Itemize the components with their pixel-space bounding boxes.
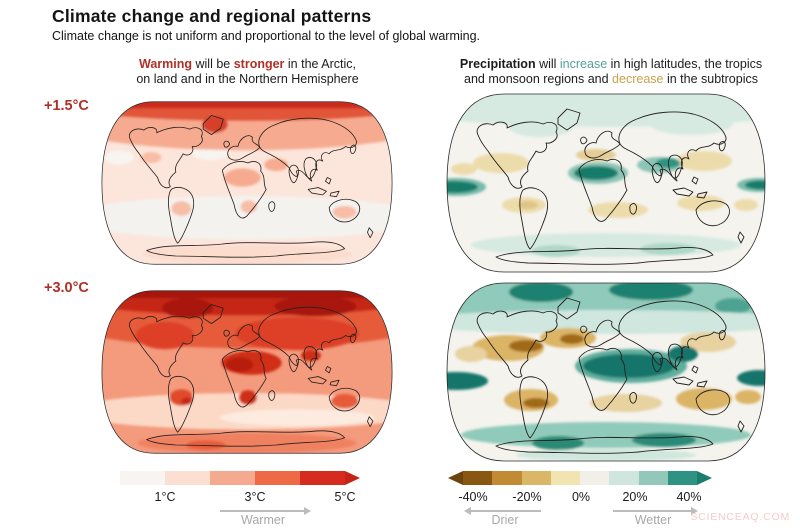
warming-panel-title-line2: on land and in the Northern Hemisphere <box>136 71 359 86</box>
scenario-label-3p0: +3.0°C <box>44 280 89 296</box>
precipitation-map-plus-3-0c <box>446 282 766 462</box>
precipitation-colorbar-left-arrow-icon <box>448 471 463 485</box>
page-title: Climate change and regional patterns <box>52 6 372 26</box>
precipitation-text-2: in high latitudes, the tropics <box>607 57 763 71</box>
watermark: SCIENCEAQ.COM <box>690 511 790 523</box>
scenario-label-1p5: +1.5°C <box>44 98 89 114</box>
increase-word: increase <box>559 57 608 71</box>
warming-panel-title-line1: Warming will be stronger in the Arctic, <box>90 57 405 72</box>
temperature-colorbar-segments <box>120 471 345 485</box>
precipitation-panel-title-line2: and monsoon regions and decrease in the … <box>425 72 797 87</box>
warmer-arrow-icon <box>215 507 311 515</box>
temperature-colorbar: 1°C 3°C 5°C <box>120 471 360 511</box>
warming-text: will be <box>192 57 234 71</box>
page-subtitle: Climate change is not uniform and propor… <box>52 29 481 43</box>
precipitation-colorbar: -40% -20% 0% 20% 40% <box>448 471 712 511</box>
precipitation-word: Precipitation <box>459 57 536 71</box>
precipitation-colorbar-right-arrow-icon <box>697 471 712 485</box>
wetter-label: Wetter <box>634 513 672 527</box>
wetter-arrow-icon <box>608 507 698 515</box>
decrease-word: decrease <box>612 71 664 86</box>
warming-panel-title: Warming will be stronger in the Arctic, … <box>90 57 405 86</box>
precipitation-map-plus-1-5c <box>446 93 766 273</box>
warming-map-plus-1-5c <box>101 101 393 265</box>
warming-text-end: in the Arctic, <box>284 57 356 71</box>
warming-map-plus-3-0c <box>101 290 393 454</box>
warming-word: Warming <box>139 57 193 71</box>
precipitation-colorbar-segments <box>463 471 697 485</box>
precipitation-text-3: and monsoon regions and <box>464 71 613 86</box>
precipitation-panel-title-line1: Precipitation will increase in high lati… <box>425 57 797 72</box>
stronger-word: stronger <box>233 57 285 71</box>
drier-label: Drier <box>491 513 519 527</box>
precipitation-text: will <box>535 57 560 71</box>
precipitation-panel-title: Precipitation will increase in high lati… <box>425 57 797 86</box>
precipitation-text-4: in the subtropics <box>663 71 758 86</box>
warmer-label: Warmer <box>241 513 285 527</box>
temperature-colorbar-arrow-icon <box>345 471 360 485</box>
drier-arrow-icon <box>464 507 546 515</box>
